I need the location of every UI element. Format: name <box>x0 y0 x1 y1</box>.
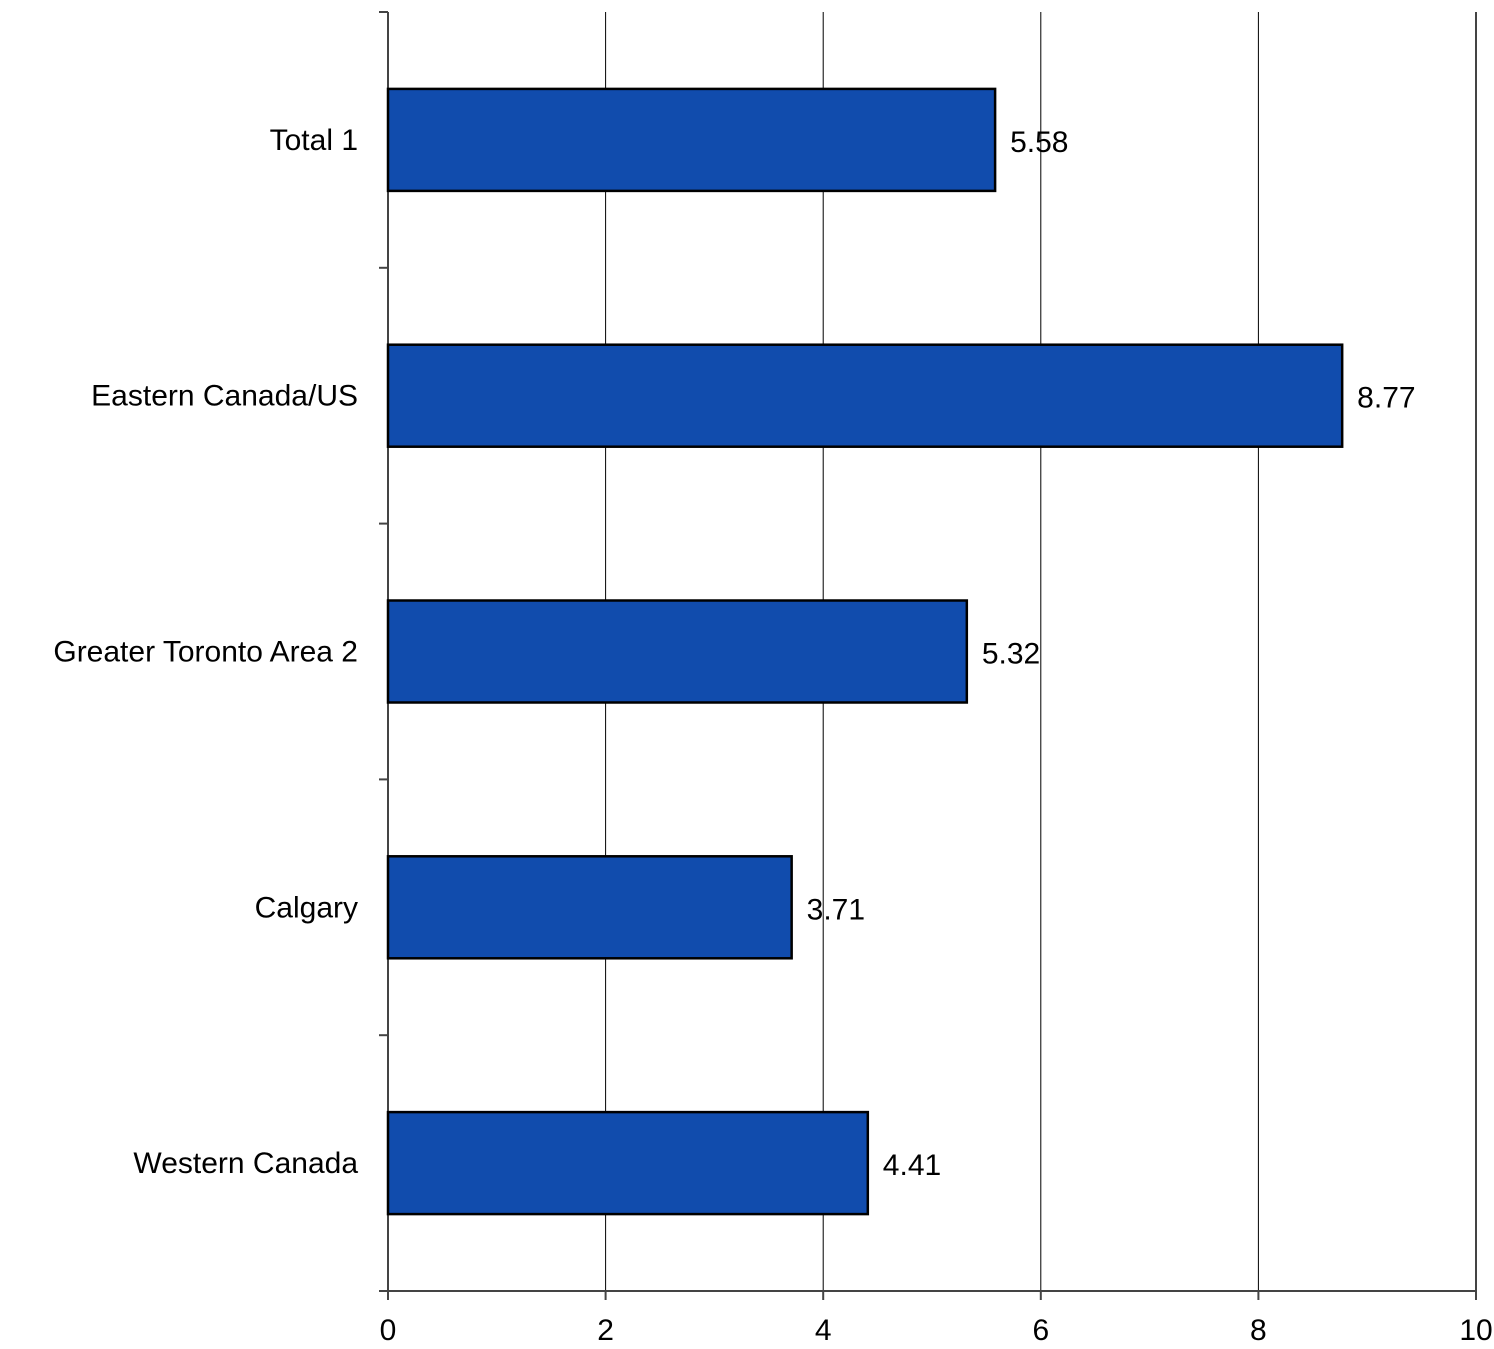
category-label-3: Calgary <box>255 891 358 924</box>
bars <box>386 87 1344 1216</box>
x-tick-label-10: 10 <box>1459 1314 1492 1347</box>
x-tick-label-0: 0 <box>380 1314 397 1347</box>
bar-3 <box>386 855 793 960</box>
data-label-3: 3.71 <box>807 893 865 926</box>
data-label-4: 4.41 <box>883 1149 941 1182</box>
x-tick-label-2: 2 <box>597 1314 614 1347</box>
bar-1 <box>386 343 1344 448</box>
bar-2 <box>386 599 969 704</box>
category-label-0: Total 1 <box>270 124 358 157</box>
x-tick-label-6: 6 <box>1032 1314 1049 1347</box>
category-label-4: Western Canada <box>133 1147 358 1180</box>
x-tick-label-8: 8 <box>1250 1314 1267 1347</box>
category-label-2: Greater Toronto Area 2 <box>53 636 358 669</box>
bar-0 <box>386 87 997 193</box>
data-label-2: 5.32 <box>982 638 1040 671</box>
labels: 0 2 4 6 8 10 Total 1 5.58 Eastern Canada/US 8.77 G… <box>53 124 1492 1347</box>
x-tick-label-4: 4 <box>815 1314 832 1347</box>
data-label-1: 8.77 <box>1357 382 1415 415</box>
category-label-1: Eastern Canada/US <box>91 380 358 413</box>
bar-4 <box>386 1110 870 1216</box>
data-label-0: 5.58 <box>1010 126 1068 159</box>
